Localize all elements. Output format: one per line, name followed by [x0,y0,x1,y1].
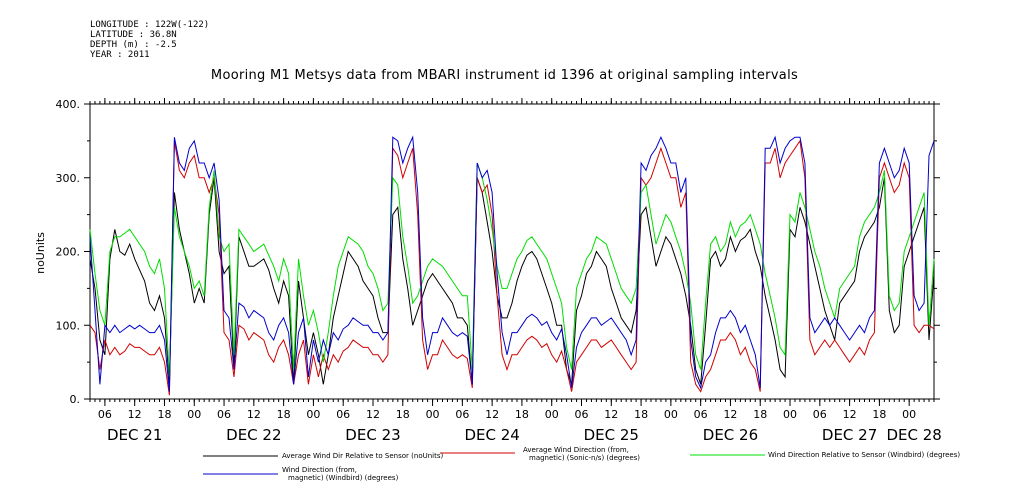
series-layer [89,135,935,396]
legend-label-1: Average Wind Dir Relative to Sensor (noU… [282,452,443,460]
x-tick-label: 18 [872,408,886,421]
x-tick-label: 12 [247,408,261,421]
x-tick-label: 06 [336,408,350,421]
date-label: DEC 24 [464,426,519,444]
metadata-block: LONGITUDE : 122W(-122) LATITUDE : 36.8N … [90,20,209,60]
x-tick-label: 12 [723,408,737,421]
legend-label-4: magnetic) (Windbird) (degrees) [288,474,399,482]
legend-label-2: magnetic) (Sonic-n/s) (degrees) [529,454,640,462]
date-label: DEC 27 [822,426,877,444]
x-tick-label: 12 [843,408,857,421]
x-tick-label: 12 [128,408,142,421]
date-label: DEC 28 [886,426,941,444]
x-tick-label: 06 [813,408,827,421]
longitude-label: LONGITUDE : 122W(-122) [90,20,210,30]
x-tick-label: 00 [545,408,559,421]
x-tick-label: 12 [366,408,380,421]
x-tick-label: 18 [396,408,410,421]
y-tick-label: 400. [56,98,81,111]
x-tick-label: 00 [902,408,916,421]
x-tick-label: 00 [783,408,797,421]
date-label: DEC 26 [703,426,758,444]
x-tick-label: 00 [426,408,440,421]
x-tick-label: 18 [634,408,648,421]
x-tick-label: 18 [277,408,291,421]
depth-label: DEPTH (m) : -2.5 [90,40,177,50]
x-tick-label: 18 [515,408,529,421]
chart-title: Mooring M1 Metsys data from MBARI instru… [210,68,799,83]
x-tick-label: 18 [753,408,767,421]
legend: Average Wind Dir Relative to Sensor (noU… [203,446,960,482]
y-tick-label: 0. [70,393,81,406]
series-line-4 [89,135,935,392]
y-axis-label: noUnits [34,232,47,274]
x-tick-label: 18 [157,408,171,421]
date-label: DEC 25 [584,426,639,444]
series-line-3 [89,162,935,377]
legend-label-4: Wind Direction (from, [282,466,357,474]
y-tick-label: 100. [56,319,81,332]
x-tick-label: 00 [664,408,678,421]
x-tick-label: 12 [604,408,618,421]
date-label: DEC 23 [345,426,400,444]
latitude-label: LATITUDE : 36.8N [90,30,177,40]
x-tick-label: 06 [455,408,469,421]
series-line-1 [89,177,935,385]
date-label: DEC 21 [107,426,162,444]
y-tick-label: 200. [56,246,81,259]
series-line-2 [89,139,935,396]
legend-label-3: Wind Direction Relative to Sensor (Windb… [768,451,960,459]
x-tick-label: 00 [187,408,201,421]
x-tick-label: 12 [485,408,499,421]
legend-label-2: Average Wind Direction (from, [523,446,629,454]
axis-layer: 0. 100. 200. 300. 400. 06 12 18 00 06 12 18 00 06 12 18… [56,98,942,444]
y-tick-label: 300. [56,172,81,185]
x-tick-label: 06 [575,408,589,421]
year-label: YEAR : 2011 [90,50,150,60]
x-tick-label: 00 [306,408,320,421]
x-tick-label: 06 [217,408,231,421]
x-tick-label: 06 [694,408,708,421]
date-label: DEC 22 [226,426,281,444]
x-tick-label: 06 [98,408,112,421]
